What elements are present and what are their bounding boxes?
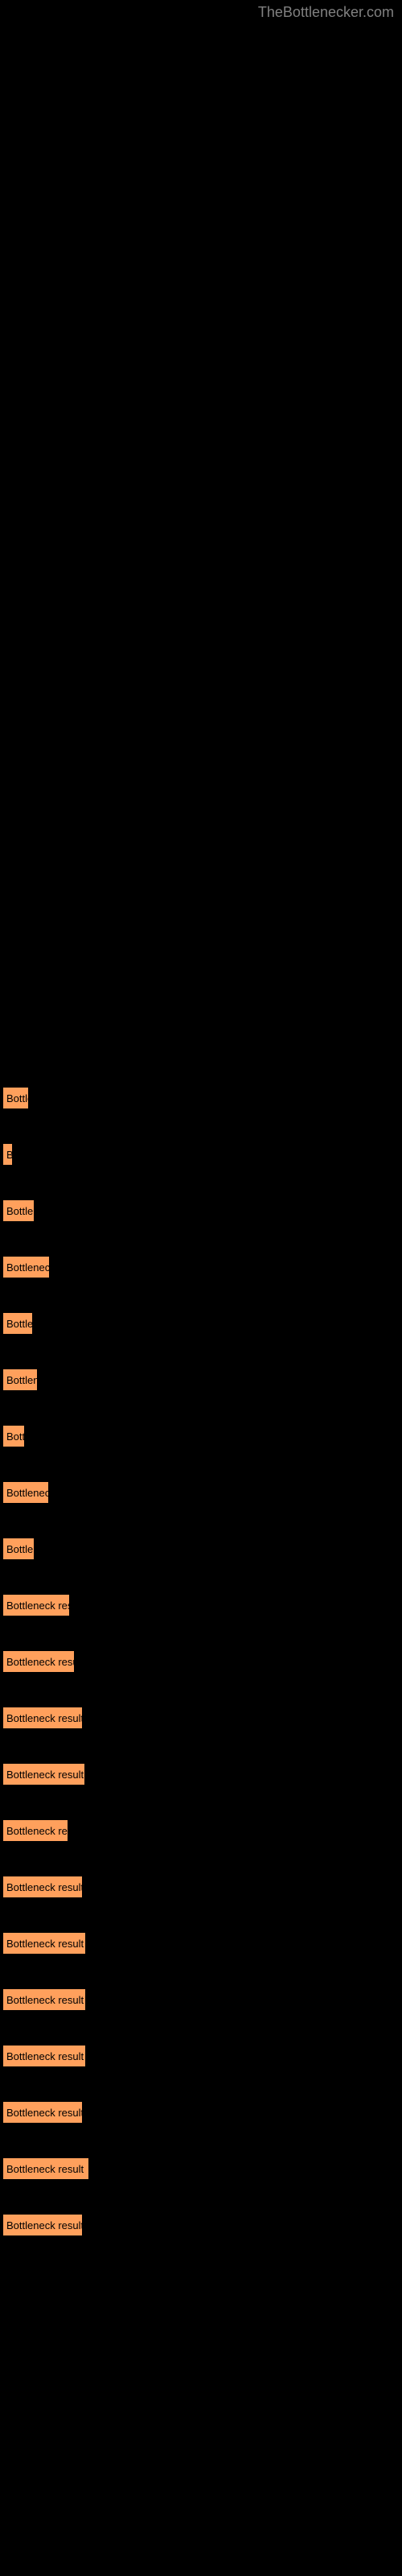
bar-label: Bottleneck (6, 1487, 49, 1499)
bar-row: Bottleneck re (2, 1819, 402, 1842)
bar-row: Bottleneck (2, 1481, 402, 1504)
chart-bar: Bottleneck re (2, 1819, 68, 1842)
bar-row: B (2, 1143, 402, 1166)
bar-label: Bottleneck resu (6, 1656, 75, 1668)
bar-label: Bottleneck result (6, 1881, 83, 1893)
chart-bar: Bottleneck res (2, 1594, 70, 1616)
bar-row: Bottleneck result (2, 2101, 402, 2124)
bar-row: Bottlene (2, 1368, 402, 1391)
bar-row: Bottleneck (2, 1256, 402, 1278)
bar-row: Bottleneck result (2, 1763, 402, 1785)
bar-label: Bottlene (6, 1374, 38, 1386)
bar-label: Bottleneck result (6, 2163, 84, 2175)
bar-label: Bott (6, 1430, 25, 1443)
chart-bar: Bottlen (2, 1538, 35, 1560)
chart-bar: Bottleneck (2, 1256, 50, 1278)
chart-bar: Bottleneck result (2, 1707, 83, 1729)
chart-bar: Bottleneck result (2, 1763, 85, 1785)
chart-bar: Bottleneck result (2, 1876, 83, 1898)
chart-bar: Bottle (2, 1087, 29, 1109)
bar-row: Bottleneck resu (2, 1650, 402, 1673)
bar-label: Bottle (6, 1092, 29, 1104)
bar-row: Bottleneck result (2, 2157, 402, 2180)
bar-row: Bottleneck result (2, 2045, 402, 2067)
chart-bar: Bottleneck result (2, 1988, 86, 2011)
bar-label: Bottleneck re (6, 1825, 68, 1837)
chart-bar: Bottleneck result (2, 2045, 86, 2067)
bar-label: Bottleneck result (6, 2050, 84, 2062)
chart-bar: Bottlene (2, 1368, 38, 1391)
chart-bar: Bottleneck result (2, 2101, 83, 2124)
bar-label: Bottleneck result (6, 1769, 84, 1781)
bar-row: Bottleneck res (2, 1594, 402, 1616)
bar-label: Bottleneck result (6, 2107, 83, 2119)
chart-bar: Bottler (2, 1312, 33, 1335)
chart-bar: B (2, 1143, 13, 1166)
bar-label: Bottleneck result (6, 1712, 83, 1724)
bar-row: Bottle (2, 1087, 402, 1109)
bar-row: Bottleneck result (2, 1988, 402, 2011)
bar-row: Bottler (2, 1312, 402, 1335)
bar-row: Bottleneck result (2, 1707, 402, 1729)
bar-row: Bott (2, 1425, 402, 1447)
chart-bar: Bottleneck (2, 1481, 49, 1504)
bar-label: Bottlen (6, 1205, 35, 1217)
chart-bar: Bott (2, 1425, 25, 1447)
chart-bar: Bottlen (2, 1199, 35, 1222)
bar-label: Bottlen (6, 1543, 35, 1555)
watermark-text: TheBottlenecker.com (258, 4, 394, 21)
bar-label: Bottleneck (6, 1261, 50, 1274)
bar-row: Bottlen (2, 1199, 402, 1222)
bar-label: Bottleneck result (6, 1938, 84, 1950)
chart-bar: Bottleneck resu (2, 1650, 75, 1673)
bar-label: Bottler (6, 1318, 33, 1330)
bar-label: Bottleneck res (6, 1600, 70, 1612)
bar-row: Bottleneck result (2, 2214, 402, 2236)
bar-label: Bottleneck result (6, 1994, 84, 2006)
bar-label: B (6, 1149, 13, 1161)
bar-chart: Bottle B Bottlen Bottleneck Bottler Bottlene B… (0, 0, 402, 2294)
bar-label: Bottleneck result (6, 2219, 83, 2231)
chart-bar: Bottleneck result (2, 1932, 86, 1955)
chart-bar: Bottleneck result (2, 2157, 89, 2180)
bar-row: Bottleneck result (2, 1876, 402, 1898)
chart-bar: Bottleneck result (2, 2214, 83, 2236)
bar-row: Bottleneck result (2, 1932, 402, 1955)
bar-row: Bottlen (2, 1538, 402, 1560)
